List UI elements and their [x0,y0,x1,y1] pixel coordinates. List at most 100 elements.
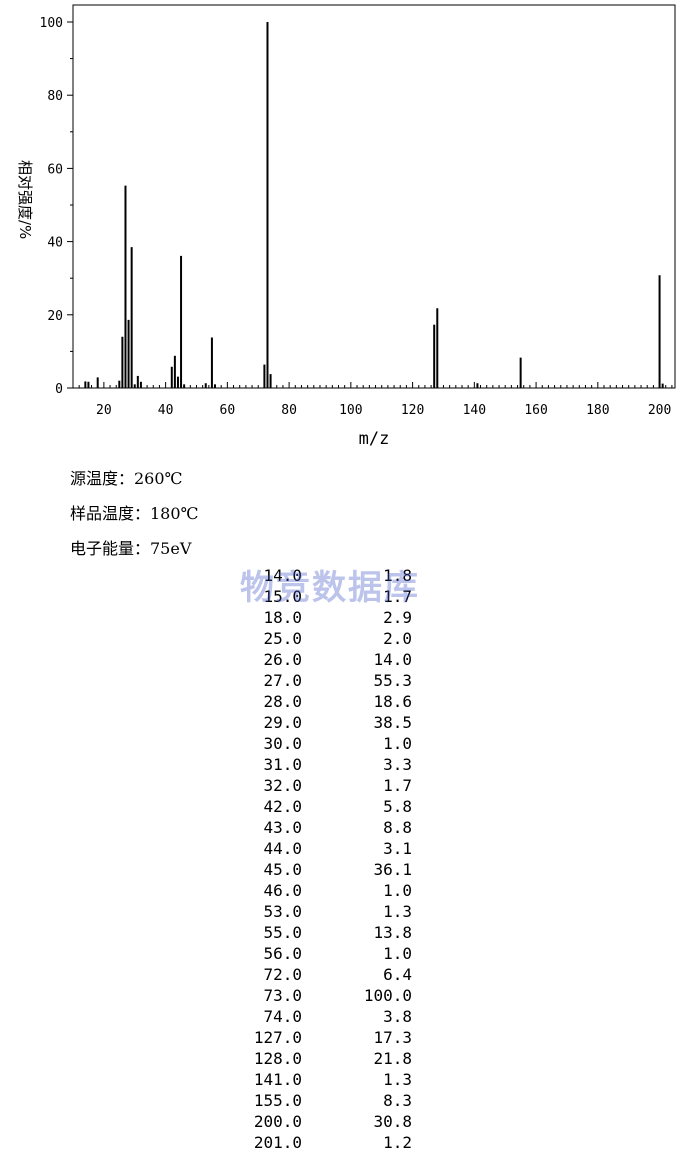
abundance-value: 14.0 [373,650,412,669]
mz-value: 55.0 [263,923,302,942]
mz-value: 43.0 [263,818,302,837]
mz-value: 26.0 [263,650,302,669]
x-tick-label: 80 [281,403,297,418]
abundance-value: 1.7 [383,776,412,795]
mz-value: 45.0 [263,860,302,879]
table-row: 42.0 5.8 [0,797,680,818]
mz-value: 27.0 [263,671,302,690]
source-temperature: 源温度：260℃ [70,469,183,488]
spectrum-peaks [84,22,664,388]
table-row: 43.0 8.8 [0,818,680,839]
abundance-value: 2.9 [383,608,412,627]
abundance-value: 18.6 [373,692,412,711]
table-row: 53.0 1.3 [0,902,680,923]
x-tick-label: 200 [648,403,671,418]
mz-value: 141.0 [253,1070,302,1089]
mz-value: 155.0 [253,1091,302,1110]
x-tick-label: 120 [401,403,424,418]
abundance-value: 1.7 [383,587,412,606]
abundance-value: 38.5 [373,713,412,732]
table-row: 29.0 38.5 [0,713,680,734]
y-tick-label: 0 [55,382,63,397]
abundance-value: 1.3 [383,1070,412,1089]
abundance-value: 36.1 [373,860,412,879]
mz-value: 72.0 [263,965,302,984]
mz-value: 25.0 [263,629,302,648]
mz-value: 31.0 [263,755,302,774]
x-tick-label: 40 [158,403,174,418]
mz-value: 44.0 [263,839,302,858]
abundance-value: 3.8 [383,1007,412,1026]
abundance-value: 1.0 [383,944,412,963]
x-axis-label: m/z [359,429,390,449]
y-axis: 0 20 40 60 80 100 [40,16,73,397]
table-row: 73.0 100.0 [0,986,680,1007]
table-row: 55.0 13.8 [0,923,680,944]
abundance-value: 21.8 [373,1049,412,1068]
mz-value: 74.0 [263,1007,302,1026]
table-row: 32.0 1.7 [0,776,680,797]
abundance-value: 17.3 [373,1028,412,1047]
table-row: 201.0 1.2 [0,1133,680,1154]
abundance-value: 8.3 [383,1091,412,1110]
x-tick-label: 100 [339,403,362,418]
y-tick-label: 40 [47,236,63,251]
table-row: 30.0 1.0 [0,734,680,755]
mz-value: 200.0 [253,1112,302,1131]
mz-value: 15.0 [263,587,302,606]
table-row: 46.0 1.0 [0,881,680,902]
table-row: 155.0 8.3 [0,1091,680,1112]
table-row: 26.0 14.0 [0,650,680,671]
watermark: 物竞数据库 [240,568,420,608]
mz-value: 32.0 [263,776,302,795]
x-tick-label: 160 [524,403,547,418]
abundance-value: 1.0 [383,734,412,753]
sample-temperature: 样品温度：180℃ [70,504,199,523]
abundance-value: 5.8 [383,797,412,816]
table-row: 45.0 36.1 [0,860,680,881]
mz-value: 56.0 [263,944,302,963]
mz-value: 128.0 [253,1049,302,1068]
abundance-value: 100.0 [363,986,412,1005]
table-row: 25.0 2.0 [0,629,680,650]
table-row: 14.0 1.8 [0,566,680,587]
abundance-value: 3.1 [383,839,412,858]
table-row: 72.0 6.4 [0,965,680,986]
x-tick-label: 20 [96,403,112,418]
abundance-value: 3.3 [383,755,412,774]
y-tick-label: 60 [47,162,63,177]
mz-value: 201.0 [253,1133,302,1152]
mz-value: 18.0 [263,608,302,627]
table-row: 74.0 3.8 [0,1007,680,1028]
table-row: 18.0 2.9 [0,608,680,629]
abundance-value: 1.8 [383,566,412,585]
y-tick-label: 20 [47,309,63,324]
x-tick-label: 180 [586,403,609,418]
x-tick-label: 60 [220,403,236,418]
table-row: 200.0 30.8 [0,1112,680,1133]
abundance-value: 55.3 [373,671,412,690]
table-row: 128.0 21.8 [0,1049,680,1070]
mz-value: 53.0 [263,902,302,921]
mz-value: 46.0 [263,881,302,900]
mz-value: 42.0 [263,797,302,816]
abundance-value: 1.0 [383,881,412,900]
abundance-value: 13.8 [373,923,412,942]
table-row: 15.0 1.7 [0,587,680,608]
abundance-value: 6.4 [383,965,412,984]
mass-spectrum-chart: 20 40 60 80 100 120 140 160 180 200 020406080100 … [16,4,676,449]
x-tick-label: 140 [463,403,486,418]
abundance-value: 1.2 [383,1133,412,1152]
table-row: 27.0 55.3 [0,671,680,692]
table-row: 127.0 17.3 [0,1028,680,1049]
table-row: 28.0 18.6 [0,692,680,713]
y-axis-label: 相对强度/% [16,160,34,239]
table-row: 141.0 1.3 [0,1070,680,1091]
electron-energy: 电子能量：75eV [70,539,192,558]
abundance-value: 30.8 [373,1112,412,1131]
mz-value: 29.0 [263,713,302,732]
mz-value: 14.0 [263,566,302,585]
table-row: 56.0 1.0 [0,944,680,965]
mz-value: 73.0 [263,986,302,1005]
table-row: 44.0 3.1 [0,839,680,860]
